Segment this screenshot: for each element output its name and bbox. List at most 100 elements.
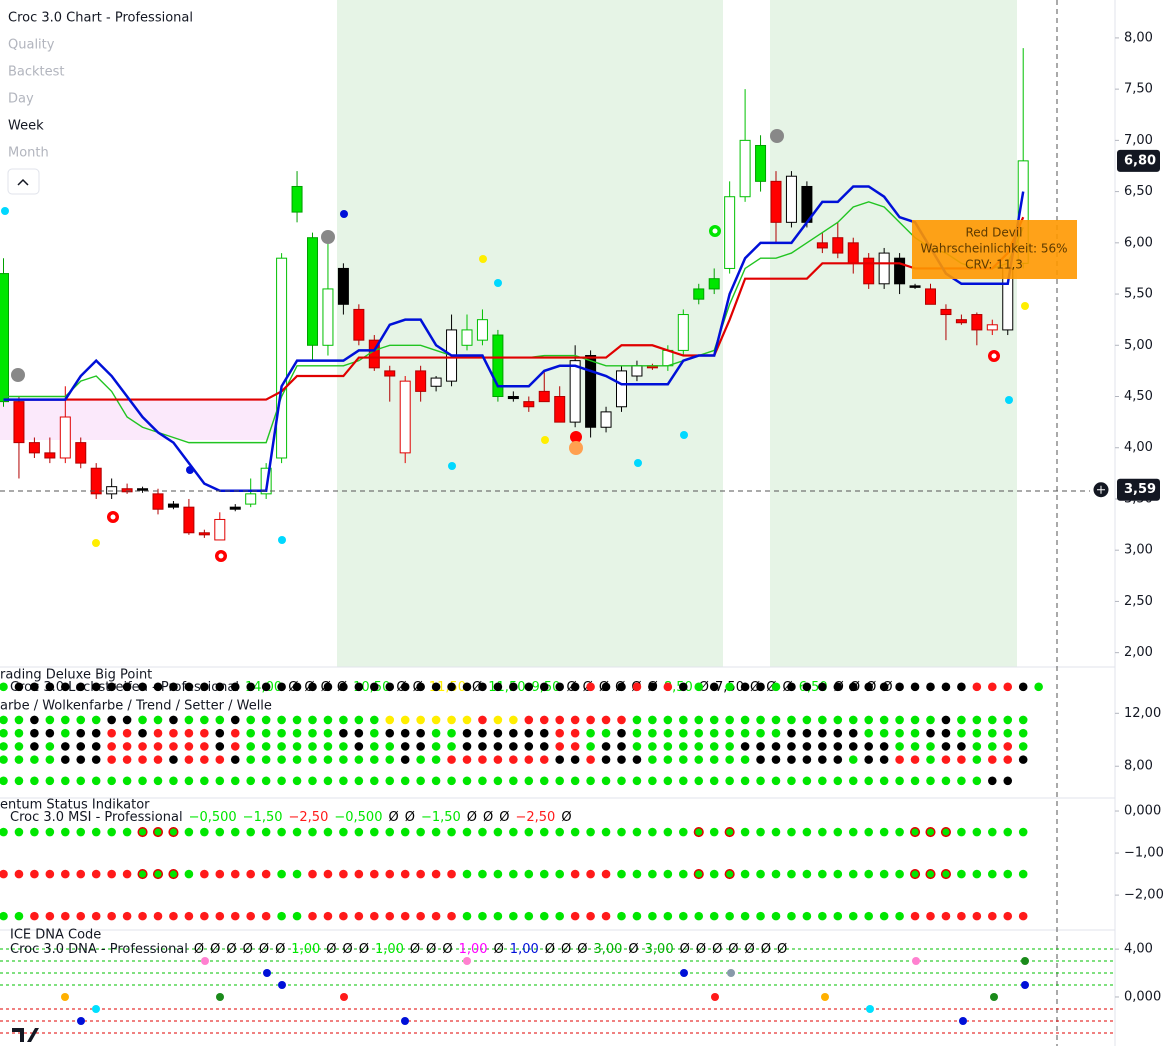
state-dot: [663, 869, 673, 879]
state-dot: [756, 682, 765, 692]
state-dot: [61, 715, 70, 725]
state-dot: [709, 728, 719, 738]
state-dot: [14, 827, 24, 837]
legend-value: Ø: [777, 942, 787, 957]
state-dot: [1018, 827, 1028, 837]
state-dot: [339, 911, 348, 921]
candle-body: [708, 278, 720, 290]
candle-body: [0, 273, 9, 403]
state-dot: [926, 715, 935, 725]
annotation-text: CRV: 11,3: [965, 258, 1023, 272]
state-dot: [76, 682, 86, 692]
state-dot: [431, 682, 441, 692]
state-dot: [200, 682, 209, 692]
state-dot: [648, 742, 657, 751]
state-dot: [787, 911, 796, 921]
state-dot: [91, 742, 101, 751]
state-dot: [601, 682, 611, 692]
state-dot: [323, 682, 333, 692]
annotation-text: Red Devil: [965, 226, 1022, 240]
state-dot: [61, 827, 70, 837]
state-dot: [617, 755, 626, 764]
state-dot: [370, 715, 379, 725]
state-dot: [339, 827, 348, 837]
candle-body: [863, 257, 875, 285]
state-dot: [277, 742, 286, 751]
state-dot: [895, 827, 904, 837]
state-dot: [45, 776, 55, 786]
state-dot: [462, 715, 472, 725]
state-dot: [91, 728, 101, 738]
state-dot: [215, 755, 225, 764]
candle-body: [523, 401, 535, 408]
y-tick-label: 6,50: [1124, 184, 1153, 199]
state-dot: [539, 776, 549, 786]
y-tick-label: 5,00: [1124, 338, 1153, 353]
state-dot: [648, 911, 657, 921]
state-dot: [926, 742, 935, 751]
state-dot: [988, 827, 997, 837]
legend-value: Ø: [388, 810, 398, 825]
state-dot: [184, 827, 194, 837]
legend-value: Ø: [226, 942, 236, 957]
legend-value: −0,500: [189, 810, 237, 825]
state-dot: [988, 911, 997, 921]
state-dot: [740, 776, 750, 786]
candle-body: [461, 329, 473, 346]
state-dot: [354, 869, 364, 879]
state-dot: [895, 742, 904, 751]
state-dot: [910, 682, 920, 692]
state-dot: [864, 742, 873, 751]
state-dot: [740, 728, 750, 738]
state-dot: [555, 776, 564, 786]
state-dot: [833, 827, 843, 837]
state-dot: [957, 911, 966, 921]
state-dot: [462, 911, 472, 921]
candle-body: [245, 493, 257, 505]
state-dot: [45, 715, 55, 725]
legend-value: Ø: [561, 810, 571, 825]
state-dot: [1003, 682, 1013, 692]
state-dot: [1018, 728, 1028, 738]
state-dot: [926, 776, 935, 786]
candle-body: [538, 390, 550, 403]
state-dot: [771, 827, 781, 837]
state-dot: [261, 911, 271, 921]
y-tick-label: −1,00: [1124, 846, 1164, 861]
state-dot: [988, 755, 997, 764]
state-dot: [153, 682, 163, 692]
legend-value: Ø: [483, 810, 493, 825]
state-dot: [910, 869, 921, 880]
state-dot: [694, 682, 704, 692]
state-dot: [709, 682, 719, 692]
state-dot: [478, 827, 487, 837]
state-dot: [864, 869, 873, 879]
state-dot: [400, 682, 410, 692]
legend-value: Ø: [577, 942, 587, 957]
state-dot: [957, 755, 966, 764]
state-dot: [107, 742, 116, 751]
state-dot: [771, 728, 781, 738]
state-dot: [879, 755, 889, 764]
state-dot: [570, 715, 580, 725]
state-dot: [1018, 755, 1028, 764]
state-dot: [632, 776, 642, 786]
state-dot: [833, 728, 843, 738]
candle-body: [816, 242, 828, 249]
state-dot: [771, 911, 781, 921]
state-dot: [864, 827, 873, 837]
last-price-box: [1117, 149, 1160, 172]
state-dot: [509, 776, 518, 786]
state-dot: [292, 755, 302, 764]
state-dot: [462, 827, 472, 837]
state-dot: [478, 911, 487, 921]
state-dot: [663, 776, 673, 786]
state-dot: [940, 827, 952, 838]
state-dot: [663, 682, 673, 692]
state-dot: [416, 869, 425, 879]
state-dot: [200, 728, 209, 738]
legend-value: 3,00: [645, 942, 674, 957]
state-dot: [215, 715, 225, 725]
legend-value: 1,00: [291, 942, 320, 957]
state-dot: [632, 715, 642, 725]
